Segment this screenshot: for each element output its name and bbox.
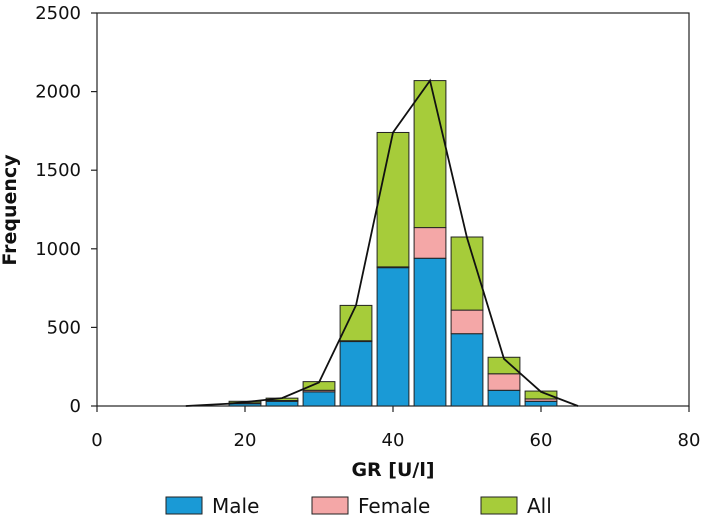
legend-label-male: Male bbox=[212, 494, 259, 515]
y-axis-ticks: 0 500 1000 1500 2000 2500 bbox=[35, 3, 97, 417]
x-axis-title: GR [U/l] bbox=[351, 459, 434, 481]
all-frequency-line bbox=[185, 78, 579, 407]
bar-male-25 bbox=[265, 400, 299, 407]
y-tick-label: 2500 bbox=[35, 3, 81, 24]
bar-male-40 bbox=[376, 267, 410, 407]
bar-all-35 bbox=[339, 304, 373, 342]
x-tick-label: 60 bbox=[530, 430, 553, 451]
x-tick-label: 20 bbox=[234, 430, 257, 451]
y-tick-label: 500 bbox=[47, 317, 81, 338]
bar-female-55 bbox=[487, 373, 521, 391]
bar-male-35 bbox=[339, 341, 373, 407]
bar-male-55 bbox=[487, 389, 521, 407]
y-tick-label: 0 bbox=[70, 396, 81, 417]
bar-all-40 bbox=[376, 131, 410, 268]
bar-male-50 bbox=[450, 333, 484, 407]
y-axis-title: Frequency bbox=[0, 154, 21, 266]
y-tick-label: 1000 bbox=[35, 239, 81, 260]
bar-male-30 bbox=[302, 391, 336, 407]
bar-male-60 bbox=[524, 400, 558, 407]
x-tick-label: 80 bbox=[678, 430, 701, 451]
x-tick-label: 40 bbox=[382, 430, 405, 451]
x-tick-label: 0 bbox=[91, 430, 102, 451]
legend: Male Female All bbox=[165, 494, 552, 515]
legend-label-female: Female bbox=[358, 494, 430, 515]
legend-swatch-all bbox=[480, 496, 518, 515]
y-tick-label: 2000 bbox=[35, 82, 81, 103]
y-tick-label: 1500 bbox=[35, 160, 81, 181]
bar-female-45 bbox=[413, 227, 447, 259]
legend-swatch-female bbox=[311, 496, 349, 515]
x-axis-ticks: 0 20 40 60 80 bbox=[91, 406, 700, 451]
stacked-bars bbox=[228, 80, 558, 407]
bar-female-50 bbox=[450, 309, 484, 335]
bar-all-45 bbox=[413, 80, 447, 229]
legend-label-all: All bbox=[527, 494, 552, 515]
bar-male-45 bbox=[413, 257, 447, 407]
legend-swatch-male bbox=[165, 496, 203, 515]
